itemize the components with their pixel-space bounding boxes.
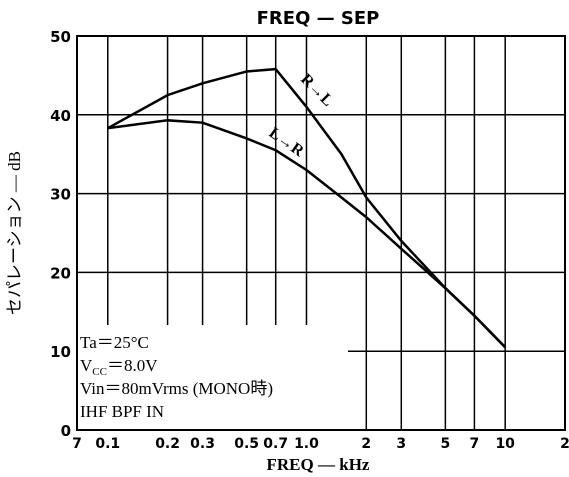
condition-text: VCC＝8.0V — [80, 356, 158, 378]
x-tick-label: 3 — [396, 436, 406, 452]
y-tick-label: 0 — [61, 422, 71, 440]
condition-text: IHF BPF IN — [80, 402, 164, 421]
x-tick-label: 10 — [495, 436, 515, 452]
x-tick-label: 1.0 — [294, 436, 319, 452]
condition-text: Vin＝80mVrms (MONO時) — [80, 379, 273, 398]
condition-text: Ta＝25°C — [80, 333, 149, 352]
x-tick-label: 7 — [470, 436, 480, 452]
conditions-box — [78, 325, 348, 429]
x-tick-label: 0.3 — [190, 436, 215, 452]
chart-title: FREQ — SEP — [257, 8, 380, 29]
condition-subscript: CC — [92, 366, 107, 378]
series-line — [107, 119, 507, 349]
condition-text: ＝8.0V — [107, 356, 158, 375]
x-tick-label: 2 — [560, 436, 569, 452]
x-tick-label: 0.7 — [263, 436, 288, 452]
y-tick-label: 30 — [50, 186, 71, 204]
x-tick-label: 0.1 — [95, 436, 120, 452]
y-axis-label: セパレーション — dB — [5, 151, 24, 315]
x-axis-label: FREQ — kHz — [267, 455, 370, 474]
x-tick-label: 0.5 — [234, 436, 259, 452]
plot-frame — [76, 35, 566, 431]
x-tick-label: 0.2 — [155, 436, 180, 452]
y-tick-label: 50 — [50, 28, 71, 46]
condition-text: V — [80, 356, 93, 375]
y-tick-label: 40 — [50, 107, 71, 125]
y-tick-label: 10 — [50, 343, 71, 361]
y-tick-label: 20 — [50, 264, 71, 282]
x-tick-label: 7 — [72, 436, 82, 452]
x-tick-label: 2 — [361, 436, 371, 452]
series-label: L→R — [266, 124, 307, 160]
x-tick-label: 5 — [440, 436, 450, 452]
